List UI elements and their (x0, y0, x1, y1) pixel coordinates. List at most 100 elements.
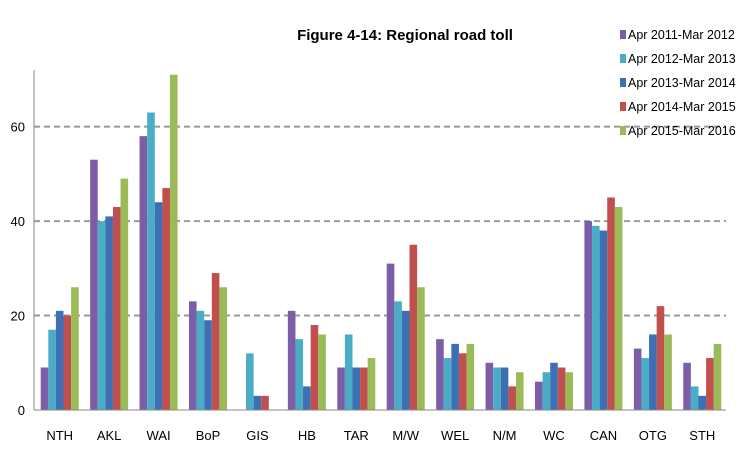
x-tick-label: M/W (392, 428, 419, 443)
bar-can-series-5 (614, 206, 623, 410)
legend-label: Apr 2012-Mar 2013 (628, 52, 736, 66)
x-tick-label: OTG (639, 428, 667, 443)
bar-mw-series-2 (394, 301, 402, 410)
bar-tar-series-4 (360, 367, 368, 410)
bar-bop-series-2 (196, 310, 205, 410)
bar-bop-series-3 (204, 320, 212, 410)
bar-wel-series-4 (458, 353, 467, 410)
bar-wc-series-1 (535, 381, 543, 410)
legend-label: Apr 2011-Mar 2012 (628, 28, 735, 42)
bar-nth-series-3 (55, 310, 64, 410)
bar-akl-series-2 (97, 221, 106, 410)
bar-wc-series-3 (550, 362, 558, 410)
bar-mw-series-5 (417, 287, 425, 410)
bar-nm-series-4 (508, 386, 516, 410)
bar-nm-series-5 (515, 372, 524, 410)
bar-hb-series-1 (287, 310, 296, 410)
bar-wel-series-5 (466, 343, 475, 410)
bar-hb-series-3 (303, 386, 311, 410)
legend-label: Apr 2015-Mar 2016 (628, 124, 736, 138)
x-tick-label: N/M (493, 428, 517, 443)
bar-otg-series-4 (656, 306, 665, 410)
bar-can-series-2 (592, 225, 600, 410)
x-tick-label: STH (689, 428, 715, 443)
bar-mw-series-3 (401, 310, 410, 410)
bar-wai-series-1 (139, 136, 148, 410)
y-tick-label: 40 (11, 214, 25, 229)
x-tick-label: BoP (196, 428, 221, 443)
bar-wc-series-4 (557, 367, 566, 410)
legend-label: Apr 2014-Mar 2015 (628, 100, 736, 114)
bar-hb-series-5 (318, 334, 326, 410)
legend-swatch (620, 78, 626, 87)
bar-sth-series-5 (713, 343, 722, 410)
bar-wai-series-3 (154, 202, 163, 410)
x-tick-label: CAN (590, 428, 617, 443)
y-tick-labels: 0 20 40 60 (11, 120, 25, 418)
bar-nth-series-2 (48, 329, 56, 410)
bar-wel-series-3 (451, 343, 459, 410)
bar-nth-series-1 (40, 367, 49, 410)
y-tick-label: 0 (18, 403, 25, 418)
bar-nm-series-1 (485, 362, 494, 410)
bar-can-series-4 (607, 197, 615, 410)
bar-sth-series-3 (698, 395, 707, 410)
bar-gis-series-4 (261, 395, 269, 410)
bar-wai-series-2 (147, 112, 155, 410)
bar-can-series-1 (584, 221, 593, 410)
bar-akl-series-4 (112, 206, 121, 410)
bar-akl-series-1 (90, 159, 98, 410)
bar-nm-series-3 (500, 367, 509, 410)
x-tick-label: WAI (147, 428, 171, 443)
y-tick-label: 20 (11, 309, 25, 324)
bar-mw-series-1 (386, 263, 395, 410)
bar-tar-series-1 (337, 367, 345, 410)
bar-otg-series-2 (641, 358, 650, 410)
x-tick-label: WC (543, 428, 565, 443)
bar-otg-series-5 (664, 334, 672, 410)
bar-wel-series-1 (436, 339, 444, 410)
bar-hb-series-4 (310, 325, 319, 410)
bar-bop-series-4 (211, 273, 220, 410)
x-tick-label: HB (298, 428, 316, 443)
bar-bop-series-1 (189, 301, 197, 410)
bar-bop-series-5 (219, 287, 227, 410)
bar-nth-series-4 (63, 315, 72, 410)
bar-tar-series-3 (352, 367, 361, 410)
bar-gis-series-2 (246, 353, 254, 410)
legend-swatch (620, 30, 626, 39)
x-tick-label: GIS (246, 428, 269, 443)
bar-nm-series-2 (493, 367, 501, 410)
bar-otg-series-1 (633, 348, 642, 410)
bar-mw-series-4 (409, 244, 418, 410)
y-tick-label: 60 (11, 120, 25, 135)
bar-tar-series-2 (344, 334, 353, 410)
bar-can-series-3 (599, 230, 608, 410)
bar-sth-series-4 (706, 358, 714, 410)
bar-tar-series-5 (367, 358, 376, 410)
legend-swatch (620, 126, 626, 135)
bar-otg-series-3 (649, 334, 657, 410)
legend: Apr 2011-Mar 2012 Apr 2012-Mar 2013 Apr 20… (620, 28, 736, 138)
bar-wai-series-5 (169, 74, 178, 410)
bar-sth-series-2 (690, 386, 699, 410)
legend-swatch (620, 54, 626, 63)
bar-wel-series-2 (443, 358, 452, 410)
bar-akl-series-3 (105, 216, 113, 410)
x-tick-label: TAR (344, 428, 369, 443)
bar-sth-series-1 (683, 362, 691, 410)
bar-nth-series-5 (71, 287, 79, 410)
bar-akl-series-5 (120, 178, 129, 410)
x-tick-label: AKL (97, 428, 122, 443)
bar-wai-series-4 (162, 188, 170, 410)
bar-gis-series-3 (253, 395, 262, 410)
bar-hb-series-2 (295, 339, 304, 410)
chart-title: Figure 4-14: Regional road toll (297, 27, 513, 44)
bars (40, 74, 722, 410)
legend-label: Apr 2013-Mar 2014 (628, 76, 736, 90)
bar-wc-series-5 (565, 372, 573, 410)
x-tick-label: WEL (441, 428, 469, 443)
x-tick-label: NTH (46, 428, 73, 443)
legend-swatch (620, 102, 626, 111)
